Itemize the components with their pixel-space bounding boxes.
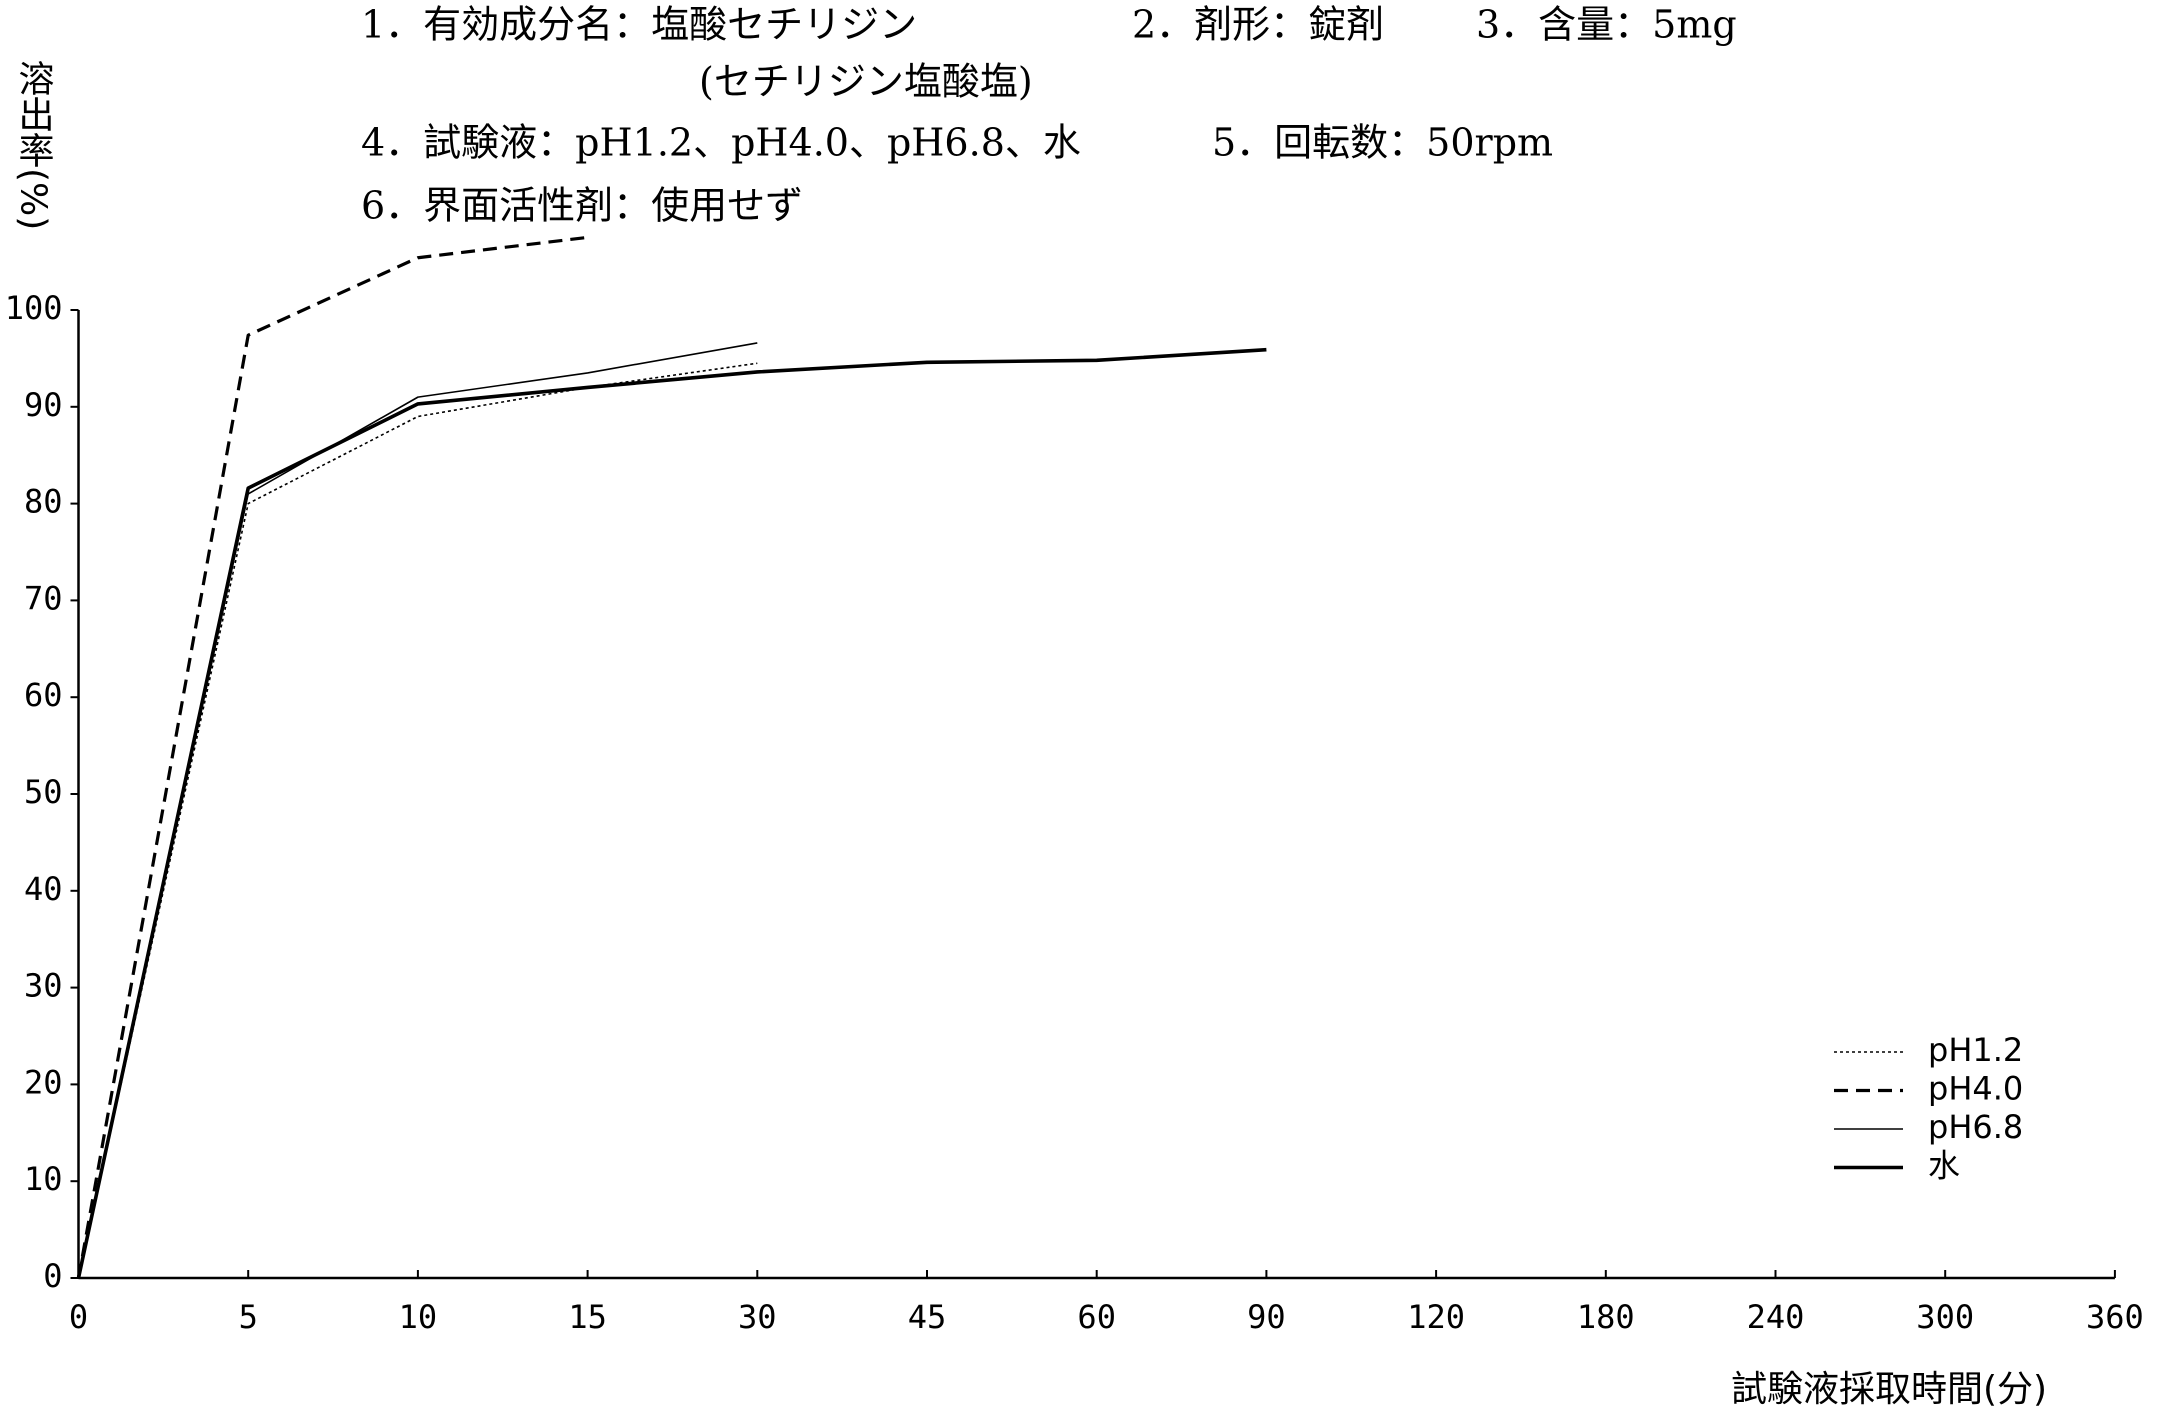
y-tick-label: 80 bbox=[24, 483, 63, 521]
x-tick-label: 30 bbox=[738, 1298, 777, 1336]
y-tick-label: 50 bbox=[24, 773, 63, 811]
y-tick-label: 10 bbox=[24, 1160, 63, 1198]
header-text: 4．試験液：pH1.2、pH4.0、pH6.8、水 bbox=[361, 121, 1081, 165]
y-tick-label: 40 bbox=[24, 870, 63, 908]
header-text: 2．剤形：錠剤 bbox=[1132, 3, 1384, 47]
x-tick-label: 45 bbox=[908, 1298, 947, 1336]
legend-label: pH6.8 bbox=[1928, 1108, 2023, 1146]
header-text: 1．有効成分名：塩酸セチリジン bbox=[361, 3, 917, 47]
header-text: (セチリジン塩酸塩) bbox=[699, 60, 1033, 104]
series-line bbox=[76, 347, 1267, 1279]
y-tick-label: 100 bbox=[5, 289, 63, 327]
x-tick-label: 360 bbox=[2086, 1298, 2144, 1336]
y-tick-label: 90 bbox=[24, 386, 63, 424]
header-text: 3．含量：5mg bbox=[1476, 3, 1737, 47]
header-text: 6．界面活性剤：使用せず bbox=[361, 184, 803, 228]
x-tick-label: 15 bbox=[568, 1298, 607, 1336]
legend-label: pH4.0 bbox=[1928, 1070, 2023, 1108]
x-tick-label: 300 bbox=[1916, 1298, 1974, 1336]
y-axis-label: 溶出率(%) bbox=[13, 60, 54, 231]
y-tick-label: 30 bbox=[24, 967, 63, 1005]
legend-label: 水 bbox=[1928, 1147, 1960, 1185]
y-tick-label: 0 bbox=[43, 1257, 62, 1295]
y-tick-label: 70 bbox=[24, 579, 63, 617]
header-text: 5．回転数：50rpm bbox=[1212, 121, 1553, 165]
y-tick-label: 60 bbox=[24, 676, 63, 714]
x-tick-label: 120 bbox=[1407, 1298, 1465, 1336]
x-tick-label: 240 bbox=[1747, 1298, 1805, 1336]
x-tick-label: 90 bbox=[1247, 1298, 1286, 1336]
x-tick-label: 0 bbox=[69, 1298, 88, 1336]
y-tick-label: 20 bbox=[24, 1063, 63, 1101]
x-axis-label: 試験液採取時間(分) bbox=[1731, 1369, 2047, 1410]
x-tick-label: 180 bbox=[1577, 1298, 1635, 1336]
x-tick-label: 60 bbox=[1077, 1298, 1116, 1336]
legend-label: pH1.2 bbox=[1928, 1031, 2023, 1069]
x-tick-label: 5 bbox=[239, 1298, 258, 1336]
series-line bbox=[77, 362, 758, 1279]
x-tick-label: 10 bbox=[399, 1298, 438, 1336]
